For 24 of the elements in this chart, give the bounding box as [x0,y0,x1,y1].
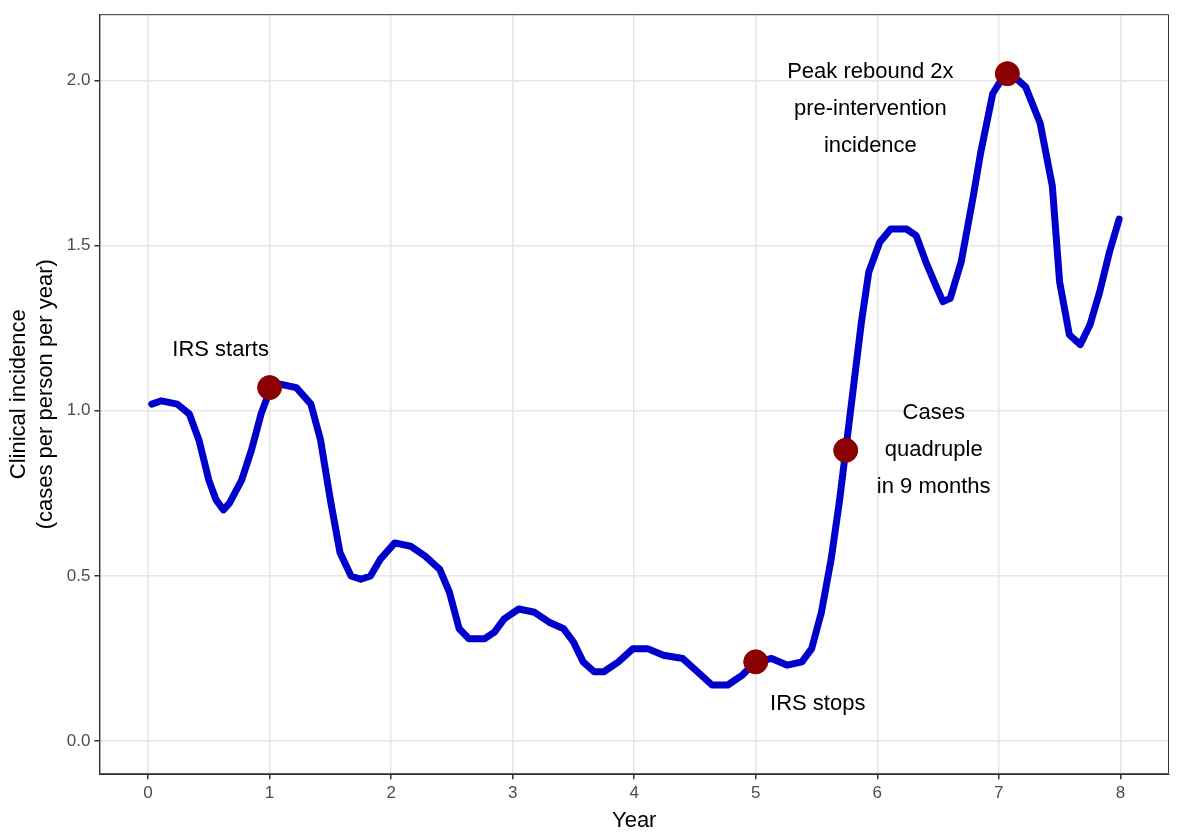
point [833,437,859,463]
annotation: IRS starts [172,335,269,361]
x-tick-label: 8 [1115,783,1126,803]
x-tick-label: 2 [386,783,396,803]
x-tick-label: 1 [264,783,275,803]
point [257,375,283,401]
x-tick-label: 6 [872,783,883,803]
x-tick-label: 0 [143,783,153,803]
y-tick-label: 2.0 [66,69,91,89]
y-tick-label: 1.5 [66,235,91,255]
y-axis-title: Clinical incidence (cases per person per year) [5,259,57,530]
y-tick-label: 0.0 [66,730,91,750]
annotation: Peak rebound 2x pre-intervention incidence [787,57,954,157]
x-tick-label: 3 [507,783,518,803]
x-axis-title: Year [611,806,657,832]
y-tick-label: 1.0 [66,400,91,420]
y-tick-label: 0.5 [66,565,91,585]
point [743,649,769,675]
x-tick-label: 5 [751,783,761,803]
point [994,61,1020,87]
x-tick-label: 4 [629,783,639,803]
annotation: Cases quadruple in 9 months [876,399,991,499]
annotation: IRS stops [770,689,866,715]
x-tick-label: 7 [994,783,1004,803]
